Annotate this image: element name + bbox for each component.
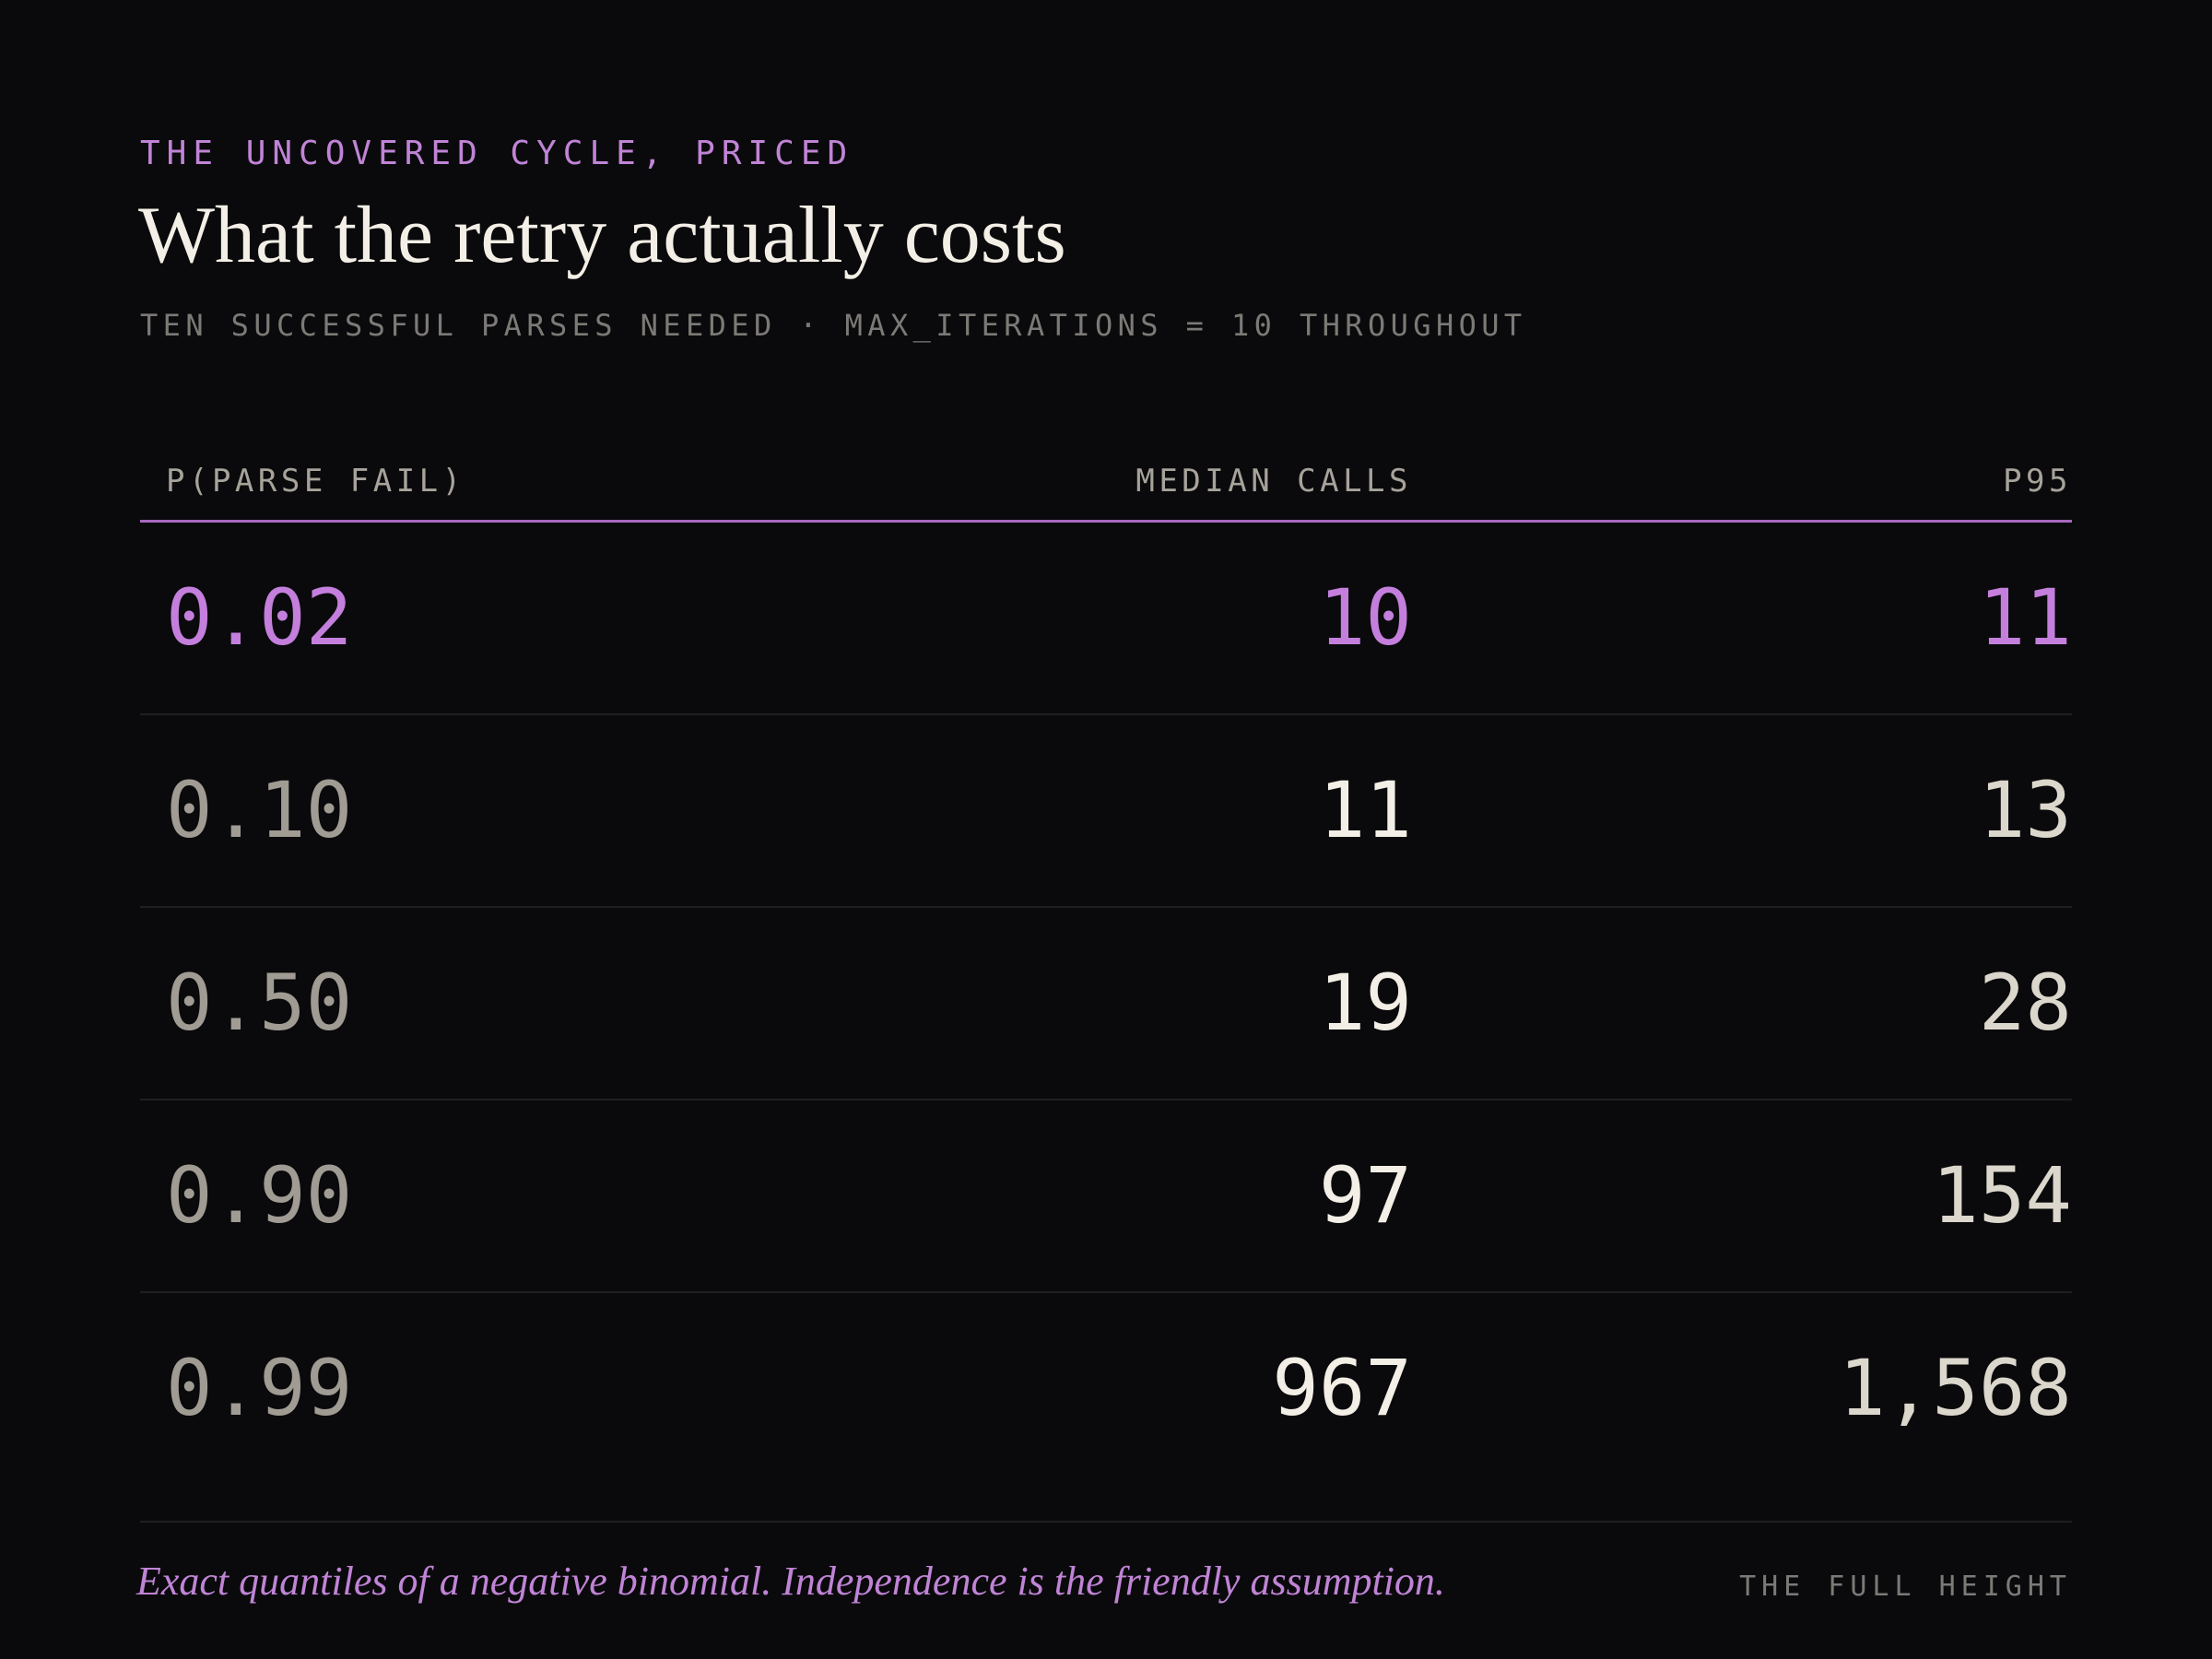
footnote: Exact quantiles of a negative binomial. … (136, 1559, 1445, 1604)
retry-cost-table: P(PARSE FAIL) MEDIAN CALLS P95 0.02 10 1… (140, 433, 2072, 1484)
subtitle: TEN SUCCESSFUL PARSES NEEDED · MAX_ITERA… (140, 308, 1527, 343)
footer-divider (140, 1521, 2072, 1523)
brand-label: THE FULL HEIGHT (1739, 1571, 2072, 1603)
column-header-p95: P95 (2003, 463, 2072, 500)
table-body: 0.02 10 11 0.10 11 13 0.50 19 28 0.90 97… (140, 523, 2072, 1484)
page-title: What the retry actually costs (138, 191, 1066, 280)
p95-cell: 11 (1978, 572, 2072, 663)
p95-cell: 154 (1932, 1150, 2072, 1241)
column-header-median-calls: MEDIAN CALLS (1135, 463, 1412, 500)
p-fail-cell: 0.10 (166, 765, 353, 855)
p-fail-cell: 0.90 (166, 1150, 353, 1241)
median-calls-cell: 19 (1318, 958, 1412, 1048)
p95-cell: 13 (1978, 765, 2072, 855)
p-fail-cell: 0.02 (166, 572, 353, 663)
p-fail-cell: 0.99 (166, 1343, 353, 1433)
column-header-p-fail: P(PARSE FAIL) (166, 463, 465, 500)
median-calls-cell: 11 (1318, 765, 1412, 855)
table-row: 0.02 10 11 (140, 523, 2072, 715)
median-calls-cell: 967 (1272, 1343, 1412, 1433)
table-row: 0.99 967 1,568 (140, 1293, 2072, 1484)
median-calls-cell: 10 (1318, 572, 1412, 663)
table-row: 0.10 11 13 (140, 715, 2072, 908)
p95-cell: 1,568 (1839, 1343, 2072, 1433)
eyebrow-label: THE UNCOVERED CYCLE, PRICED (140, 135, 854, 172)
p-fail-cell: 0.50 (166, 958, 353, 1048)
table-row: 0.90 97 154 (140, 1100, 2072, 1293)
median-calls-cell: 97 (1318, 1150, 1412, 1241)
table-row: 0.50 19 28 (140, 908, 2072, 1100)
p95-cell: 28 (1978, 958, 2072, 1048)
table-header: P(PARSE FAIL) MEDIAN CALLS P95 (140, 433, 2072, 523)
